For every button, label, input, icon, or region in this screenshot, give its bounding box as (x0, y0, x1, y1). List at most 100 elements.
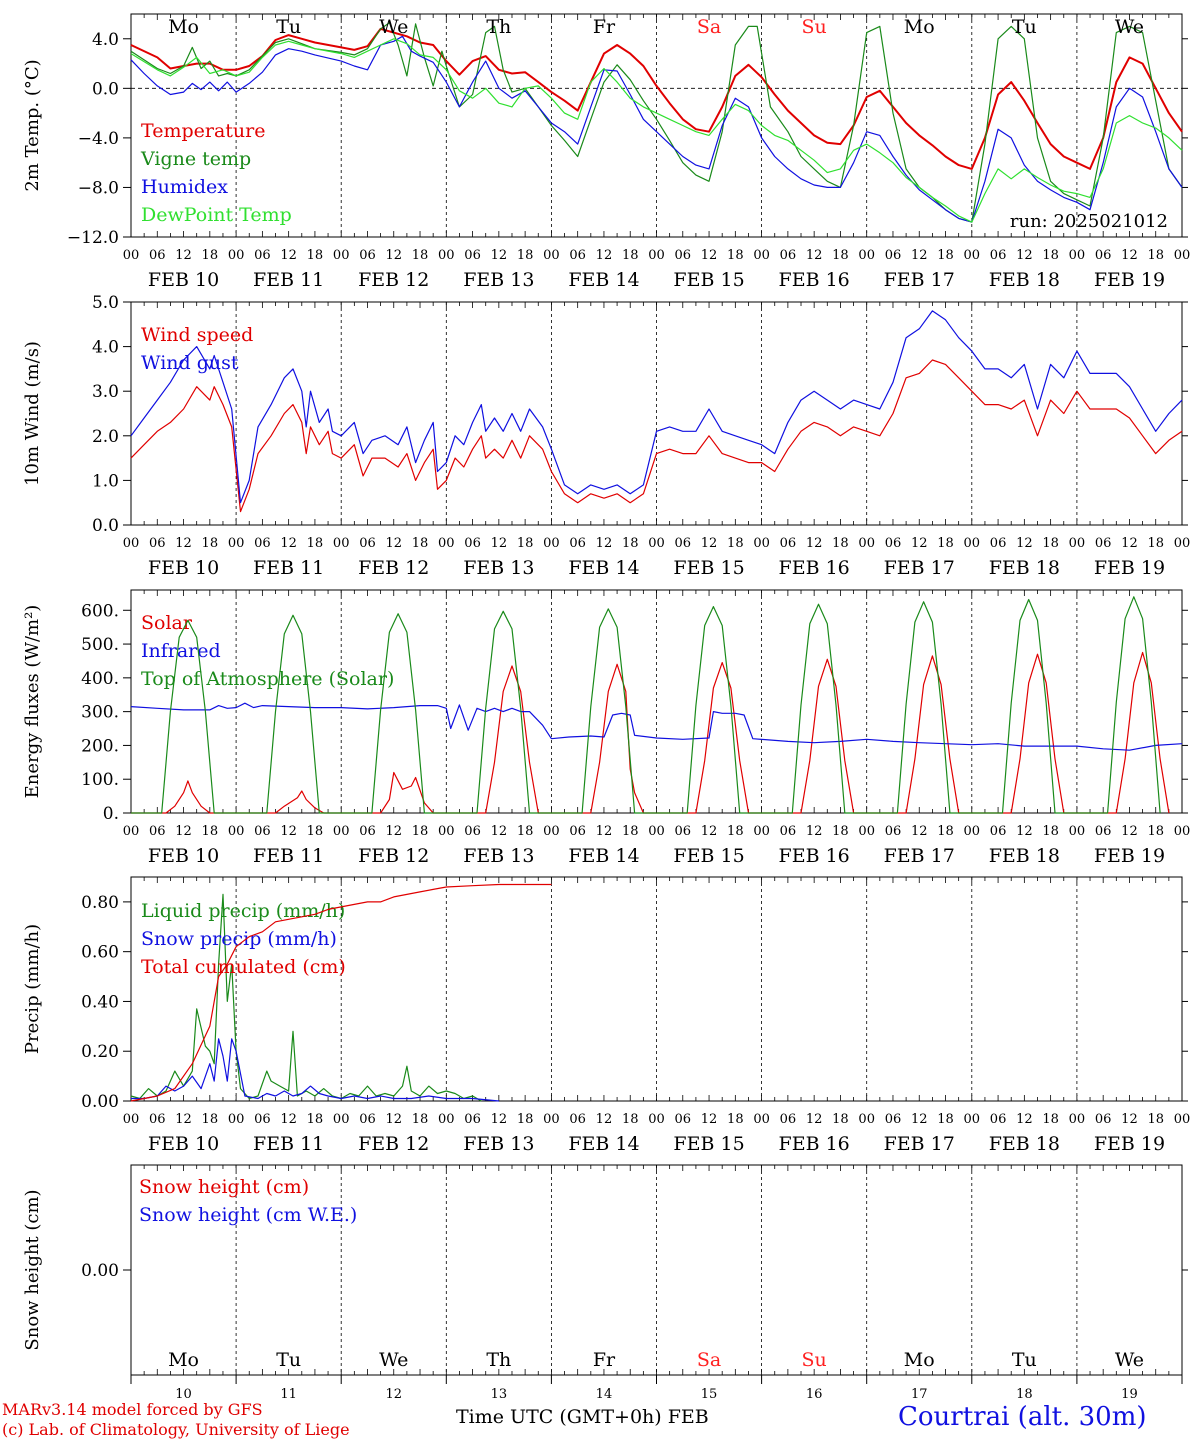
legend-entry: Solar (141, 612, 193, 634)
day-of-week-bottom: We (1115, 1349, 1144, 1371)
series-line-liquid-precip-mm-h- (130, 893, 482, 1102)
hour-label: 06 (675, 248, 692, 263)
hour-label: 06 (464, 1112, 481, 1127)
hour-label: 00 (964, 1112, 981, 1127)
hour-label: 18 (412, 536, 429, 551)
hour-label: 12 (806, 248, 823, 263)
day-of-week-bottom: Su (802, 1349, 827, 1371)
hour-label: 12 (385, 1112, 402, 1127)
hour-label: 00 (1069, 248, 1086, 263)
date-label: FEB 10 (148, 845, 219, 867)
series-line-solar (131, 651, 1170, 814)
y-tick-label: 0.0 (92, 79, 119, 99)
hour-label: 00 (1069, 1112, 1086, 1127)
hour-label: 18 (517, 248, 534, 263)
y-tick-label: 3.0 (92, 382, 119, 402)
day-number: 15 (701, 1387, 718, 1402)
hour-label: 12 (911, 824, 928, 839)
hour-label: 12 (701, 248, 718, 263)
hour-label: 06 (359, 536, 376, 551)
date-label: FEB 13 (463, 557, 534, 579)
date-label: FEB 12 (358, 845, 429, 867)
series-line-infrared (130, 702, 1183, 751)
hour-label: 12 (596, 1112, 613, 1127)
date-label: FEB 12 (358, 557, 429, 579)
hour-label: 18 (412, 824, 429, 839)
series-line-top-of-atmosphere-solar- (131, 596, 1161, 814)
hour-label: 06 (1095, 1112, 1112, 1127)
hour-label: 00 (543, 536, 560, 551)
hour-label: 12 (1016, 248, 1033, 263)
day-of-week-bottom: Tu (276, 1349, 301, 1371)
date-label: FEB 18 (989, 269, 1060, 291)
hour-label: 00 (858, 824, 875, 839)
date-label: FEB 13 (463, 269, 534, 291)
hour-label: 06 (464, 248, 481, 263)
day-number: 11 (280, 1387, 297, 1402)
y-tick-label: 0.20 (81, 1042, 119, 1062)
day-of-week-bottom: Sa (697, 1349, 721, 1371)
hour-label: 06 (780, 1112, 797, 1127)
date-label: FEB 11 (253, 557, 324, 579)
hour-label: 06 (149, 248, 166, 263)
date-label: FEB 16 (779, 845, 850, 867)
hour-label: 18 (412, 1112, 429, 1127)
station-name: Courtrai (alt. 30m) (898, 1402, 1147, 1432)
hour-label: 18 (727, 824, 744, 839)
y-tick-label: 4.0 (92, 338, 119, 358)
date-label: FEB 14 (568, 845, 639, 867)
date-label: FEB 13 (463, 845, 534, 867)
hour-label: 06 (464, 824, 481, 839)
hour-label: 00 (858, 248, 875, 263)
y-tick-label: −4.0 (78, 129, 119, 149)
hour-label: 12 (280, 248, 297, 263)
hour-label: 00 (753, 536, 770, 551)
hour-label: 12 (596, 248, 613, 263)
date-label: FEB 18 (989, 557, 1060, 579)
date-label: FEB 11 (253, 269, 324, 291)
hour-label: 12 (1121, 824, 1138, 839)
hour-label: 18 (727, 536, 744, 551)
date-label: FEB 15 (673, 269, 744, 291)
hour-label: 00 (1069, 824, 1086, 839)
hour-label: 12 (175, 824, 192, 839)
day-number: 16 (806, 1387, 823, 1402)
legend-entry: Top of Atmosphere (Solar) (141, 668, 394, 690)
hour-label: 06 (1095, 248, 1112, 263)
hour-label: 18 (622, 824, 639, 839)
hour-label: 00 (964, 536, 981, 551)
date-label: FEB 17 (884, 1133, 955, 1155)
hour-label: 12 (596, 824, 613, 839)
hour-label: 00 (1174, 248, 1191, 263)
hour-label: 18 (1042, 248, 1059, 263)
legend-entry: Infrared (141, 640, 221, 662)
hour-label: 06 (780, 536, 797, 551)
date-label: FEB 16 (779, 557, 850, 579)
hour-label: 00 (333, 1112, 350, 1127)
hour-label: 00 (123, 248, 140, 263)
y-tick-label: 200. (81, 736, 119, 756)
date-label: FEB 19 (1094, 269, 1165, 291)
hour-label: 06 (990, 536, 1007, 551)
date-label: FEB 15 (673, 557, 744, 579)
hour-label: 00 (438, 1112, 455, 1127)
hour-label: 18 (1147, 1112, 1164, 1127)
hour-label: 00 (438, 248, 455, 263)
legend-entry: Temperature (141, 120, 265, 142)
day-of-week-bottom: Tu (1012, 1349, 1037, 1371)
date-label: FEB 17 (884, 557, 955, 579)
hour-label: 06 (885, 824, 902, 839)
hour-label: 18 (517, 1112, 534, 1127)
hour-label: 18 (202, 824, 219, 839)
date-label: FEB 17 (884, 269, 955, 291)
hour-label: 12 (806, 1112, 823, 1127)
hour-label: 00 (228, 1112, 245, 1127)
hour-label: 12 (491, 824, 508, 839)
date-label: FEB 17 (884, 845, 955, 867)
y-axis-label: 10m Wind (m/s) (22, 341, 43, 486)
hour-label: 00 (1174, 536, 1191, 551)
legend-entry: Snow precip (mm/h) (141, 928, 337, 950)
hour-label: 12 (1121, 1112, 1138, 1127)
credit-line-1: MARv3.14 model forced by GFS (2, 1400, 263, 1419)
hour-label: 18 (1042, 1112, 1059, 1127)
